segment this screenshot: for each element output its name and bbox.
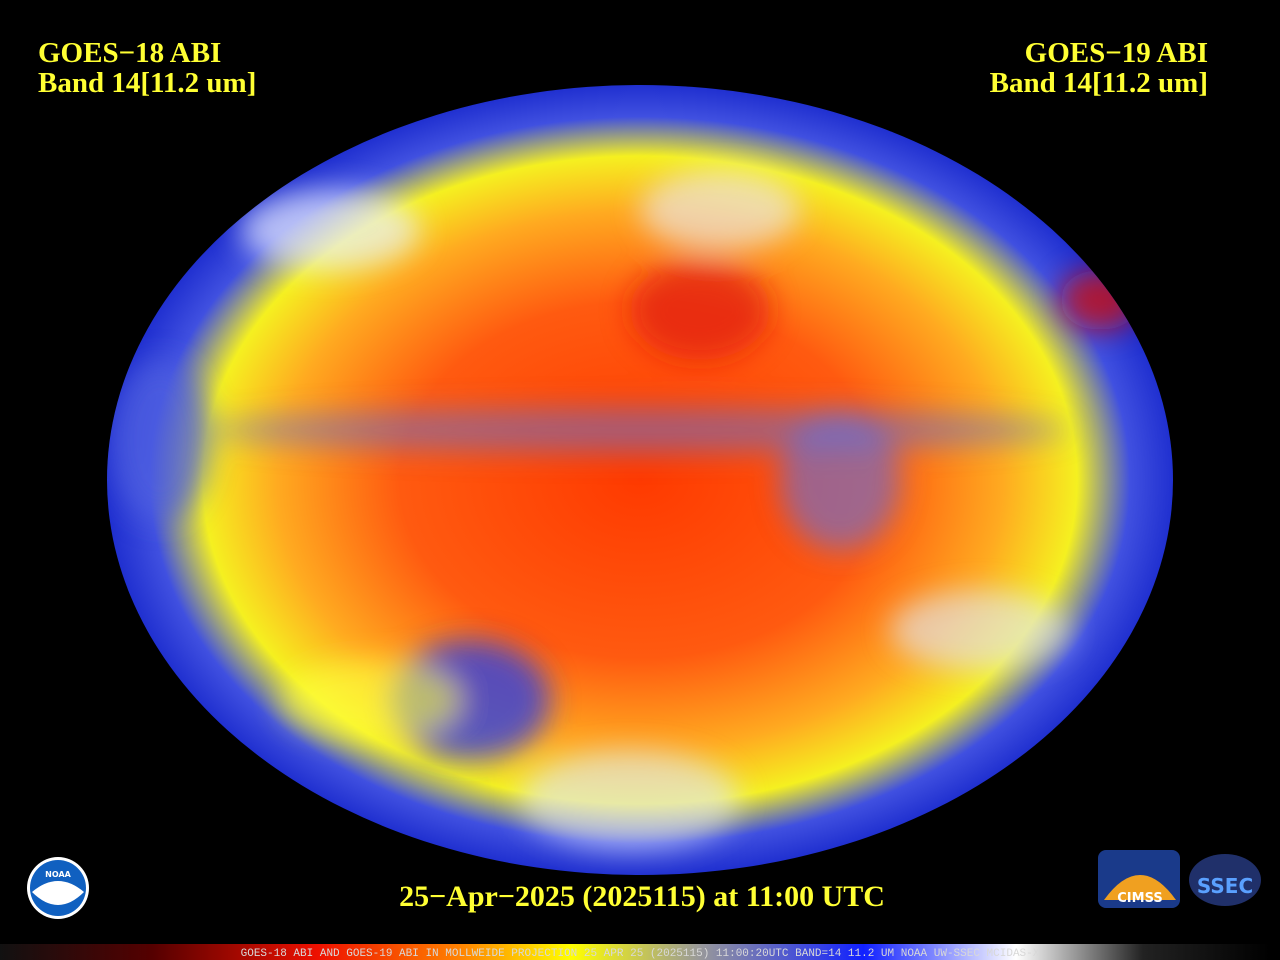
right-satellite: GOES−19 ABI	[1025, 37, 1208, 69]
timestamp: 25−Apr−2025 (2025115) at 11:00 UTC	[399, 880, 885, 913]
left-band: Band 14[11.2 um]	[38, 67, 256, 99]
cimss-text: CIMSS	[1117, 891, 1162, 906]
color-bar	[0, 944, 1270, 960]
ssec-text: SSEC	[1197, 874, 1253, 898]
noaa-text: NOAA	[45, 870, 71, 879]
noaa-logo: NOAA	[27, 857, 89, 919]
right-band: Band 14[11.2 um]	[990, 67, 1208, 99]
left-satellite: GOES−18 ABI	[38, 37, 221, 69]
cimss-logo: CIMSS	[1098, 850, 1180, 908]
footer: GOES-18 ABI AND GOES-19 ABI IN MOLLWEIDE…	[241, 948, 1040, 960]
ssec-logo: SSEC	[1189, 854, 1261, 906]
